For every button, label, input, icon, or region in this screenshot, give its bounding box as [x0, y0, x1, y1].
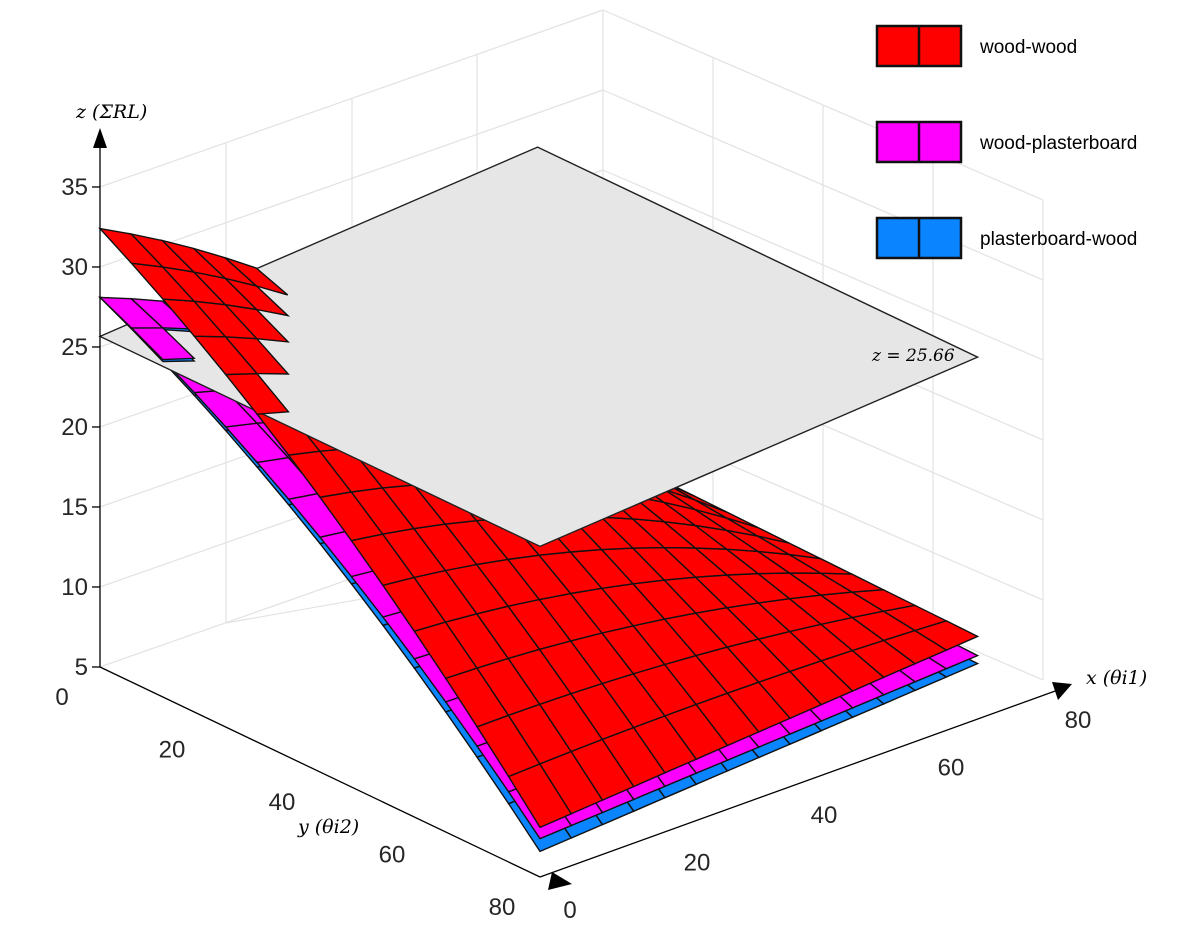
x-tick-label: 0 — [563, 897, 576, 924]
legend-item: plasterboard-wood — [875, 216, 1137, 260]
z-tick-label: 15 — [61, 494, 88, 521]
reference-plane — [98, 146, 980, 548]
z-axis-label: z (ΣRL) — [75, 101, 147, 123]
z-tick-label: 20 — [61, 414, 88, 441]
y-axis-line — [99, 666, 541, 878]
z-tick-label: 10 — [61, 574, 88, 601]
y-tick-label: 40 — [269, 789, 296, 816]
legend-item: wood-plasterboard — [875, 120, 1137, 164]
x-tick-label: 60 — [938, 755, 965, 782]
z-tick-label: 35 — [61, 174, 88, 201]
tick-labels: 5 10 15 20 25 30 35 0 20 40 60 80 0 20 40 60 80 — [55, 174, 1091, 924]
y-axis-arrow — [548, 872, 572, 890]
surface-cell — [224, 257, 289, 296]
y-tick-label: 80 — [489, 894, 516, 921]
plane-label: z = 25.66 — [871, 346, 955, 366]
legend-label: plasterboard-wood — [980, 229, 1137, 250]
surface-wood-wood — [98, 227, 291, 415]
z-tick-label: 5 — [75, 654, 88, 681]
legend-item: wood-wood — [875, 24, 1077, 68]
z-axis-arrow — [93, 128, 107, 148]
x-axis-arrow — [1052, 682, 1072, 700]
legend: wood-wood wood-plasterboard plasterboard-w… — [875, 24, 1137, 260]
y-axis-label: y (θi2) — [297, 816, 359, 838]
surfaces — [98, 146, 980, 853]
y-tick-label: 20 — [159, 737, 186, 764]
legend-label: wood-wood — [979, 37, 1077, 58]
legend-label: wood-plasterboard — [979, 133, 1137, 154]
x-tick-label: 80 — [1065, 707, 1092, 734]
z-tick-label: 25 — [61, 334, 88, 361]
x-tick-label: 20 — [684, 850, 711, 877]
x-axis-label: x (θi1) — [1086, 667, 1147, 689]
x-axis-line — [539, 689, 1059, 878]
y-tick-label: 60 — [379, 842, 406, 869]
x-tick-label: 40 — [811, 802, 838, 829]
y-tick-label: 0 — [55, 684, 68, 711]
z-tick-label: 30 — [61, 254, 88, 281]
axes — [99, 140, 1059, 878]
